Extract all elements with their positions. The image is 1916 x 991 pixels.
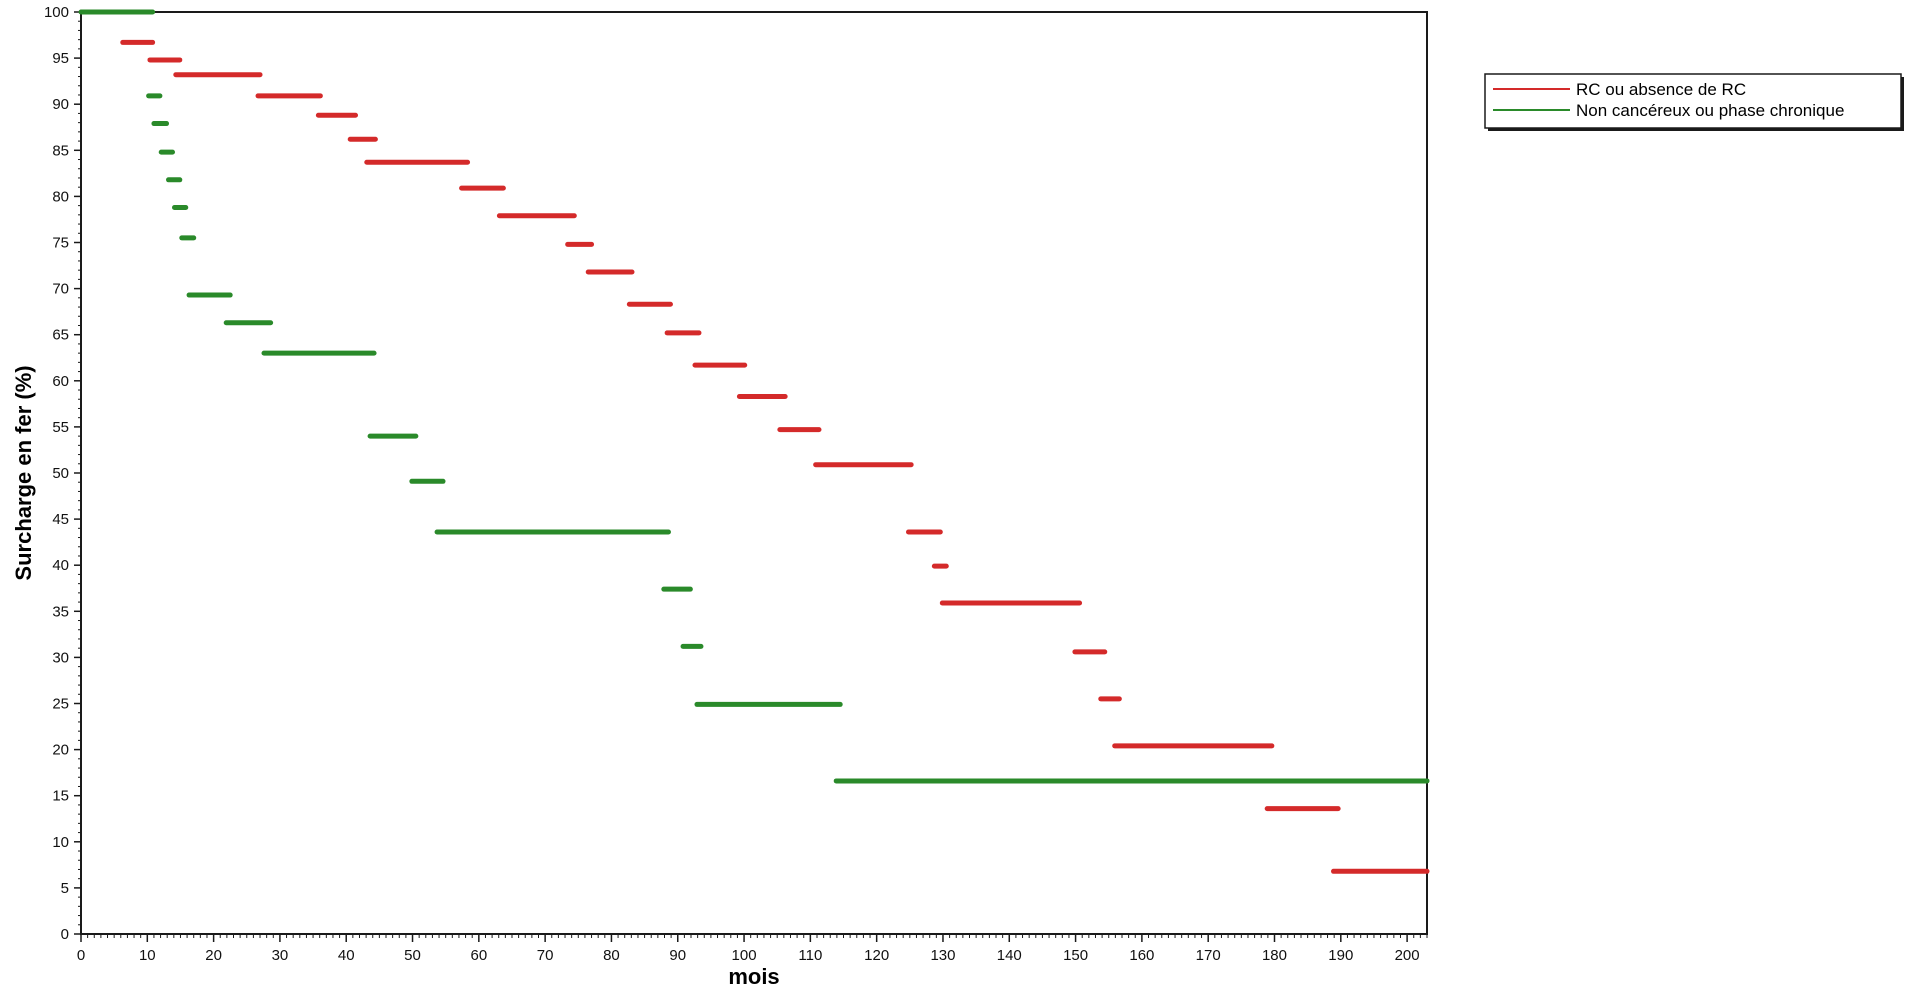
x-tick-label: 10 bbox=[139, 947, 156, 964]
y-tick-label: 50 bbox=[52, 465, 69, 482]
series-1 bbox=[78, 9, 1430, 784]
x-tick-label: 170 bbox=[1196, 947, 1221, 964]
y-tick-label: 10 bbox=[52, 834, 69, 851]
y-tick-label: 30 bbox=[52, 649, 69, 666]
x-tick-label: 100 bbox=[732, 947, 757, 964]
y-tick-label: 95 bbox=[52, 50, 69, 67]
y-tick-label: 60 bbox=[52, 373, 69, 390]
y-axis: 0 5 10 15 20 25 30 35 40 45 50 55 60 65 70 75 80 85 90 95 10… bbox=[44, 4, 81, 943]
x-tick-label: 60 bbox=[470, 947, 487, 964]
series-layer bbox=[78, 9, 1430, 874]
x-axis: 0 10 20 30 40 50 60 70 80 90 100 110 120 130 140 150 160… bbox=[77, 934, 1428, 964]
y-tick-label: 45 bbox=[52, 511, 69, 528]
plot-area bbox=[80, 11, 1428, 935]
y-tick-label: 70 bbox=[52, 281, 69, 298]
y-tick-label: 85 bbox=[52, 142, 69, 159]
x-tick-label: 150 bbox=[1063, 947, 1088, 964]
y-tick-label: 65 bbox=[52, 327, 69, 344]
x-tick-label: 180 bbox=[1262, 947, 1287, 964]
x-tick-label: 70 bbox=[537, 947, 554, 964]
x-tick-label: 160 bbox=[1129, 947, 1154, 964]
series-0 bbox=[120, 39, 1430, 874]
x-tick-label: 0 bbox=[77, 947, 85, 964]
x-tick-label: 40 bbox=[338, 947, 355, 964]
legend-label-non-cancereux: Non cancéreux ou phase chronique bbox=[1576, 101, 1844, 120]
x-tick-label: 190 bbox=[1328, 947, 1353, 964]
y-tick-label: 100 bbox=[44, 4, 69, 21]
x-tick-label: 200 bbox=[1395, 947, 1420, 964]
y-tick-label: 20 bbox=[52, 742, 69, 759]
x-tick-label: 130 bbox=[930, 947, 955, 964]
y-tick-label: 15 bbox=[52, 788, 69, 805]
y-tick-label: 35 bbox=[52, 603, 69, 620]
y-tick-label: 40 bbox=[52, 557, 69, 574]
y-tick-label: 75 bbox=[52, 235, 69, 252]
y-tick-label: 55 bbox=[52, 419, 69, 436]
y-tick-label: 0 bbox=[61, 926, 69, 943]
y-tick-label: 5 bbox=[61, 880, 69, 897]
x-tick-label: 90 bbox=[669, 947, 686, 964]
legend-box bbox=[1484, 73, 1902, 129]
x-tick-label: 140 bbox=[997, 947, 1022, 964]
x-axis-title: mois bbox=[728, 964, 779, 989]
x-tick-label: 50 bbox=[404, 947, 421, 964]
y-tick-label: 25 bbox=[52, 696, 69, 713]
x-tick-label: 120 bbox=[864, 947, 889, 964]
x-tick-label: 110 bbox=[798, 947, 822, 964]
x-tick-label: 20 bbox=[205, 947, 222, 964]
legend-label-rc: RC ou absence de RC bbox=[1576, 80, 1746, 99]
legend: RC ou absence de RC Non cancéreux ou pha… bbox=[1484, 73, 1904, 131]
y-axis-title: Surcharge en fer (%) bbox=[11, 365, 36, 580]
x-tick-label: 80 bbox=[603, 947, 620, 964]
y-tick-label: 90 bbox=[52, 96, 69, 113]
x-tick-label: 30 bbox=[272, 947, 289, 964]
y-tick-label: 80 bbox=[52, 188, 69, 205]
